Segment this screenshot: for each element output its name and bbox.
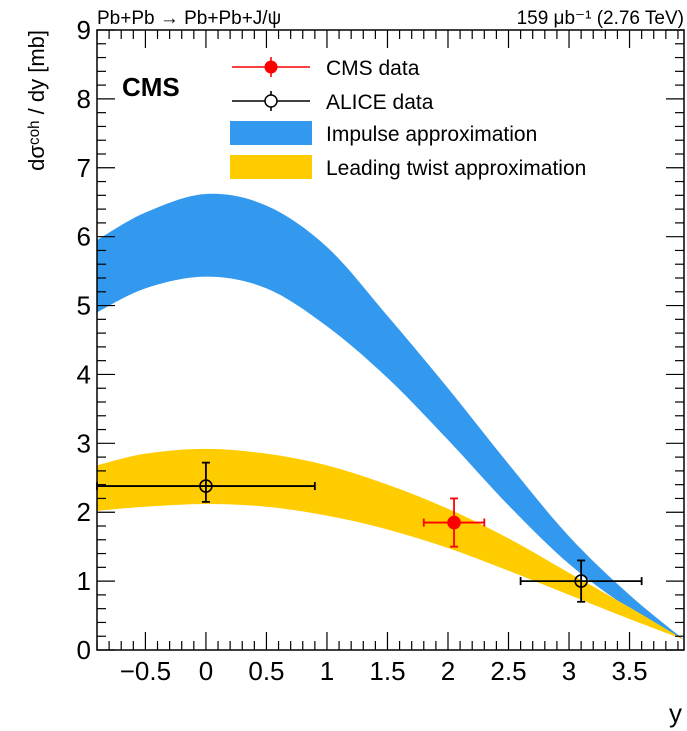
legend-impulse-swatch [230, 121, 312, 145]
x-tick-labels: −0.5 0 0.5 1 1.5 2 2.5 3 3.5 [120, 656, 648, 686]
experiment-label: CMS [122, 72, 180, 102]
x-tick-label-6: 2.5 [490, 656, 526, 686]
legend-cms-label: CMS data [326, 57, 420, 80]
point-1-marker [199, 479, 213, 493]
legend-twist-swatch [230, 155, 312, 179]
y-tick-label-4: 4 [77, 359, 91, 389]
y-tick-label-8: 8 [77, 84, 91, 114]
point-2-marker [574, 574, 588, 588]
header-left: Pb+Pb → Pb+Pb+J/ψ [97, 8, 281, 29]
legend-cms-marker [264, 60, 278, 74]
point-0-marker [447, 515, 461, 530]
band-0 [97, 193, 684, 640]
bands-layer [97, 193, 684, 640]
x-tick-label-2: 0.5 [248, 656, 284, 686]
y-tick-label-2: 2 [77, 497, 91, 527]
y-axis-label: dσᶜᵒʰ / dy [mb] [24, 30, 49, 171]
minor-ticks [96, 30, 684, 650]
y-tick-label-7: 7 [77, 153, 91, 183]
x-tick-label-1: 0 [199, 656, 213, 686]
y-tick-label-6: 6 [77, 222, 91, 252]
header-right: 159 μb⁻¹ (2.76 TeV) [517, 8, 684, 29]
y-tick-label-0: 0 [77, 635, 91, 665]
x-tick-label-3: 1 [320, 656, 334, 686]
legend-alice-label: ALICE data [326, 91, 434, 114]
y-tick-label-9: 9 [77, 15, 91, 45]
legend-twist-label: Leading twist approximation [326, 157, 586, 180]
x-tick-label-0: −0.5 [120, 656, 171, 686]
y-tick-label-1: 1 [77, 566, 91, 596]
points-layer [96, 461, 643, 603]
x-tick-label-8: 3.5 [611, 656, 647, 686]
y-tick-labels: 0 1 2 3 4 5 6 7 8 9 [77, 15, 91, 665]
legend-alice-marker [264, 94, 278, 108]
x-tick-label-7: 3 [562, 656, 576, 686]
y-tick-label-5: 5 [77, 291, 91, 321]
legend: CMS data ALICE data Impulse approximatio… [230, 57, 586, 180]
legend-entry-alice: ALICE data [232, 91, 434, 114]
plot-frame [96, 29, 685, 651]
y-tick-label-3: 3 [77, 428, 91, 458]
legend-entry-cms: CMS data [232, 57, 420, 80]
x-tick-label-5: 2 [441, 656, 455, 686]
x-tick-label-4: 1.5 [369, 656, 405, 686]
band-1 [97, 448, 684, 640]
legend-impulse-label: Impulse approximation [326, 123, 537, 146]
legend-entry-leading-twist: Leading twist approximation [230, 155, 586, 180]
legend-entry-impulse: Impulse approximation [230, 121, 537, 146]
x-axis-label: y [669, 698, 682, 728]
